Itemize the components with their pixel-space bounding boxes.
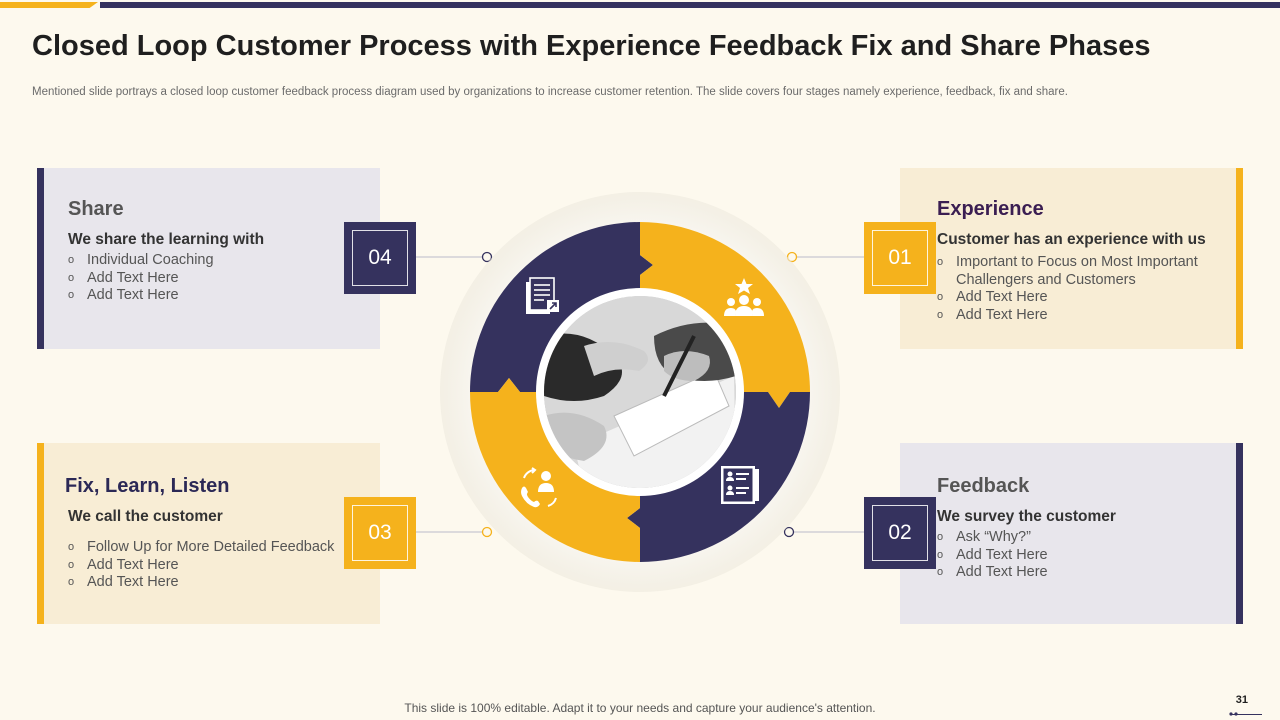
stage-bullets: Individual Coaching Add Text Here Add Te…	[68, 252, 214, 305]
segment-fix	[470, 378, 640, 562]
connector-dot-feedback	[783, 526, 795, 538]
list-item: Add Text Here	[937, 564, 1048, 582]
stage-card-experience: Experience Customer has an experience wi…	[900, 168, 1243, 349]
document-share-icon	[526, 277, 559, 314]
list-item: Add Text Here	[937, 289, 1227, 307]
stage-lead: Customer has an experience with us	[937, 231, 1206, 248]
customer-call-icon	[521, 467, 557, 508]
slide-subtitle: Mentioned slide portrays a closed loop c…	[32, 86, 1068, 98]
stage-title: Fix, Learn, Listen	[65, 475, 230, 497]
list-item: Add Text Here	[937, 307, 1227, 325]
stage-number-fix: 03	[344, 497, 416, 569]
center-photo	[544, 296, 736, 488]
list-item: Add Text Here	[937, 547, 1048, 565]
stage-card-share: Share We share the learning with Individ…	[37, 168, 380, 349]
stage-card-feedback: Feedback We survey the customer Ask “Why…	[900, 443, 1243, 624]
segment-share	[470, 222, 653, 392]
list-item: Add Text Here	[68, 557, 334, 575]
card-accent-bar	[37, 168, 44, 349]
top-accent-yellow	[0, 2, 92, 8]
connector-dot-fix	[481, 526, 493, 538]
list-item: Ask “Why?”	[937, 529, 1048, 547]
slide-title: Closed Loop Customer Process with Experi…	[32, 30, 1151, 62]
stage-title: Experience	[937, 198, 1044, 220]
stage-number-label: 03	[352, 505, 408, 561]
stage-number-label: 01	[872, 230, 928, 286]
stage-bullets: Follow Up for More Detailed Feedback Add…	[68, 539, 334, 592]
stage-title: Share	[68, 198, 124, 220]
stage-lead: We survey the customer	[937, 508, 1116, 525]
top-accent-yellow-small	[70, 2, 98, 8]
stage-number-experience: 01	[864, 222, 936, 294]
stage-bullets: Important to Focus on Most Important Cha…	[937, 254, 1227, 324]
list-item: Individual Coaching	[68, 252, 214, 270]
stage-lead: We call the customer	[68, 508, 223, 525]
card-accent-bar	[1236, 443, 1243, 624]
list-item: Important to Focus on Most Important Cha…	[937, 254, 1227, 289]
card-accent-bar	[1236, 168, 1243, 349]
segment-feedback	[627, 392, 810, 562]
stage-number-label: 02	[872, 505, 928, 561]
list-item: Follow Up for More Detailed Feedback	[68, 539, 334, 557]
stage-number-feedback: 02	[864, 497, 936, 569]
stage-number-share: 04	[344, 222, 416, 294]
page-dots-icon	[1229, 712, 1238, 716]
page-number-underline	[1232, 714, 1262, 715]
list-item: Add Text Here	[68, 574, 334, 592]
business-handshake-photo	[544, 296, 736, 488]
team-star-icon	[724, 278, 764, 316]
connector-dot-share	[481, 251, 493, 263]
top-accent-navy	[100, 2, 1280, 8]
stage-card-fix: Fix, Learn, Listen We call the customer …	[37, 443, 380, 624]
survey-form-icon	[721, 466, 759, 504]
card-accent-bar	[37, 443, 44, 624]
page-number: 31	[1235, 694, 1248, 706]
stage-number-label: 04	[352, 230, 408, 286]
stage-lead: We share the learning with	[68, 231, 265, 248]
list-item: Add Text Here	[68, 270, 214, 288]
list-item: Add Text Here	[68, 287, 214, 305]
stage-bullets: Ask “Why?” Add Text Here Add Text Here	[937, 529, 1048, 582]
stage-title: Feedback	[937, 475, 1030, 497]
footer-note: This slide is 100% editable. Adapt it to…	[404, 701, 876, 715]
